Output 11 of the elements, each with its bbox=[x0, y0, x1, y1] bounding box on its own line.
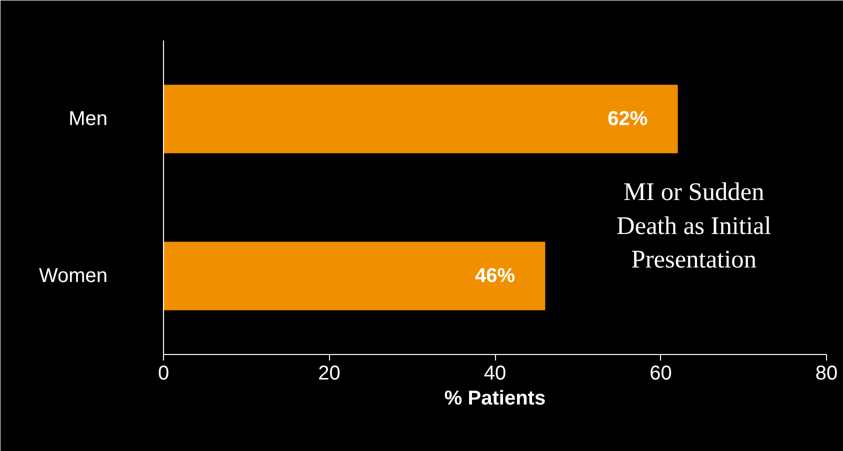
data-label: 46% bbox=[474, 265, 516, 287]
x-tick-label: 60 bbox=[650, 362, 672, 384]
x-tick-label: 20 bbox=[318, 362, 340, 384]
x-tick-label: 80 bbox=[815, 362, 838, 384]
annotation: MI or Sudden Death as Initial Presentation bbox=[616, 178, 772, 274]
y-tick-label: Women bbox=[38, 265, 108, 287]
x-axis-title: % Patients bbox=[444, 388, 546, 410]
x-tick-label: 0 bbox=[158, 362, 170, 384]
y-tick-label: Men bbox=[68, 108, 108, 130]
x-tick-label: 40 bbox=[484, 362, 506, 384]
data-label: 62% bbox=[608, 108, 648, 130]
